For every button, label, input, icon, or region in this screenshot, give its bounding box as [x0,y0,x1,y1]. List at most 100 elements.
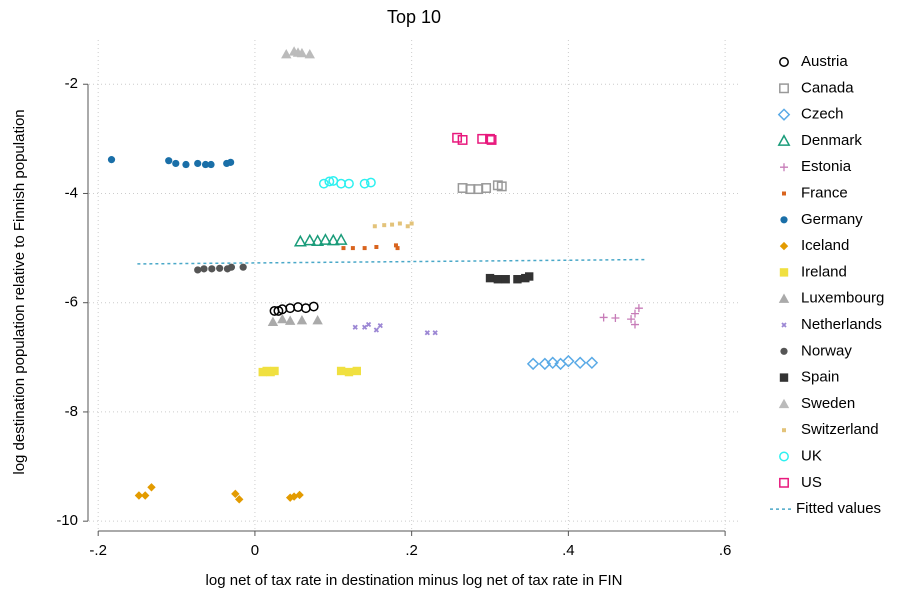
point [352,324,358,330]
x-axis-label: log net of tax rate in destination minus… [206,572,623,589]
point [267,316,279,327]
point [359,178,370,189]
point [165,157,173,165]
point [374,244,379,249]
legend-label: Czech [801,106,844,123]
point [293,234,307,247]
y-axis-label: log destination population relative to F… [11,109,28,474]
legend-swatch [780,347,788,355]
legend-swatch [779,373,789,382]
point [201,160,210,169]
point [377,323,383,329]
legend-label: Norway [801,342,852,359]
legend-label: Austria [801,53,848,70]
point [318,233,332,245]
point [200,265,208,273]
point [216,264,224,272]
point [107,156,116,164]
legend-swatch [778,293,790,303]
point [235,495,244,504]
point [207,160,215,169]
point [231,489,240,499]
point [227,263,236,271]
legend-label: Germany [801,211,863,228]
legend-label: Netherlands [801,316,882,333]
legend-swatch [782,428,786,433]
fit-line [137,258,647,265]
point [432,330,438,336]
chart-title: Top 10 [387,7,441,27]
point [496,181,507,192]
point [546,356,559,370]
y-tick-label: -4 [65,184,78,201]
point [630,309,639,318]
point [397,221,402,226]
point [485,273,495,283]
point [501,275,510,284]
point [344,367,354,377]
legend-label: Switzerland [801,421,879,438]
point [599,313,608,322]
x-tick-label: .4 [562,542,575,559]
point [324,176,335,187]
point [405,224,410,229]
legend-swatch [779,83,789,94]
point [452,132,463,143]
legend-label: Fitted values [796,500,881,517]
point [304,49,315,59]
point [312,314,323,325]
point [526,357,540,371]
point [336,366,346,376]
point [634,304,643,313]
point [182,160,190,169]
point [372,224,377,229]
legend-label: France [801,184,848,201]
x-tick-label: .6 [719,542,732,559]
point [390,222,395,227]
point [147,483,156,492]
point [362,246,367,251]
point [373,327,380,333]
point [352,366,361,376]
legend-label: UK [801,447,822,464]
point [585,356,599,370]
y-tick-label: -8 [65,403,78,420]
point [208,265,216,273]
legend-swatch [781,322,787,328]
point [630,320,639,329]
x-tick-label: .2 [405,542,418,559]
y-tick-label: -6 [65,294,78,311]
point [457,134,468,145]
point [573,356,587,370]
legend-label: Canada [801,79,854,96]
point [334,233,348,245]
point [318,178,329,189]
point [303,233,317,246]
point [344,178,354,189]
legend-label: US [801,474,822,491]
point [513,275,522,284]
legend-label: Sweden [801,395,855,412]
point [293,302,303,313]
point [284,315,296,325]
legend-swatch [779,451,789,462]
point [493,275,503,284]
point [350,246,355,251]
point [424,330,430,336]
legend-swatch [780,216,788,224]
legend-swatch [782,191,786,196]
point [308,301,319,312]
point [485,133,495,144]
legend-swatch [780,163,788,172]
point [395,246,400,251]
point [341,246,346,251]
point [227,158,235,166]
y-tick-label: -10 [56,512,78,529]
point [365,177,376,188]
point [409,221,414,226]
point [296,314,308,325]
point [281,49,292,59]
legend-swatch [779,241,789,251]
point [172,159,180,168]
